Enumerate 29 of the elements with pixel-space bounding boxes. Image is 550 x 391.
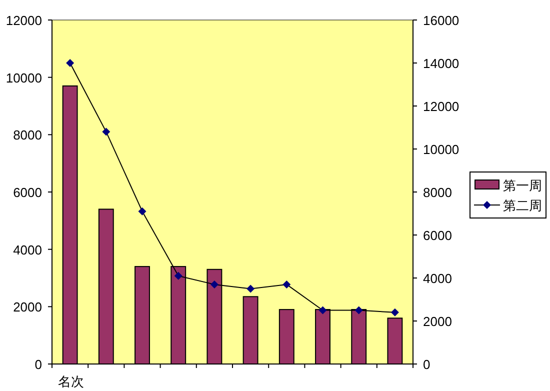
point	[102, 128, 110, 136]
point	[210, 280, 218, 288]
y-tick-label: 12000	[6, 13, 42, 28]
point	[390, 308, 399, 316]
y-tick-label: 4000	[13, 242, 42, 258]
point	[138, 207, 146, 216]
point	[282, 280, 291, 288]
y2-tick-label: 0	[423, 357, 430, 372]
y2-tick-label: 12000	[423, 99, 460, 114]
point	[66, 59, 74, 67]
point	[318, 306, 327, 314]
y2-tick-label: 4000	[423, 271, 452, 286]
y-tick-label: 8000	[13, 128, 42, 143]
y2-tick-label: 8000	[423, 185, 452, 200]
y2-tick-label: 2000	[423, 314, 452, 329]
legend-label: 第一周	[503, 178, 542, 193]
point	[174, 272, 182, 280]
y2-tick-label: 6000	[423, 228, 452, 243]
x-axis-title: 名次	[58, 374, 84, 389]
legend-label: 第二周	[503, 198, 542, 213]
point	[246, 284, 255, 293]
y2-tick-label: 16000	[423, 13, 460, 28]
y-tick-label: 2000	[13, 300, 42, 315]
y2-tick-label: 14000	[423, 56, 460, 71]
y-tick-label: 6000	[13, 185, 42, 200]
y-tick-label: 10000	[6, 70, 42, 86]
y2-tick-label: 10000	[423, 142, 460, 157]
y-tick-label: 0	[34, 357, 42, 372]
point	[354, 306, 363, 314]
